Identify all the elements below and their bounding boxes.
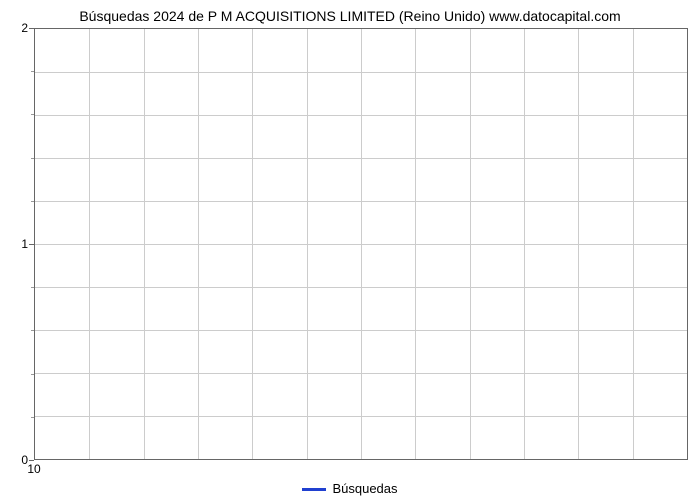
gridline-horizontal	[35, 158, 687, 159]
y-tick-label: 1	[21, 237, 28, 251]
gridline-horizontal	[35, 330, 687, 331]
legend-swatch	[302, 488, 326, 491]
x-tick-label: 10	[27, 462, 40, 476]
gridline-horizontal	[35, 201, 687, 202]
gridline-horizontal	[35, 244, 687, 245]
gridline-horizontal	[35, 115, 687, 116]
gridline-horizontal	[35, 287, 687, 288]
plot-wrap: 012 10	[0, 28, 700, 460]
y-axis: 012	[0, 28, 34, 460]
legend-label: Búsquedas	[332, 481, 397, 496]
x-axis: 10	[34, 460, 688, 478]
chart-title: Búsquedas 2024 de P M ACQUISITIONS LIMIT…	[0, 8, 700, 28]
gridline-horizontal	[35, 72, 687, 73]
legend: Búsquedas	[0, 481, 700, 496]
y-tick-label: 2	[21, 21, 28, 35]
gridline-horizontal	[35, 373, 687, 374]
plot-area	[34, 28, 688, 460]
gridline-horizontal	[35, 416, 687, 417]
chart-container: Búsquedas 2024 de P M ACQUISITIONS LIMIT…	[0, 8, 700, 500]
